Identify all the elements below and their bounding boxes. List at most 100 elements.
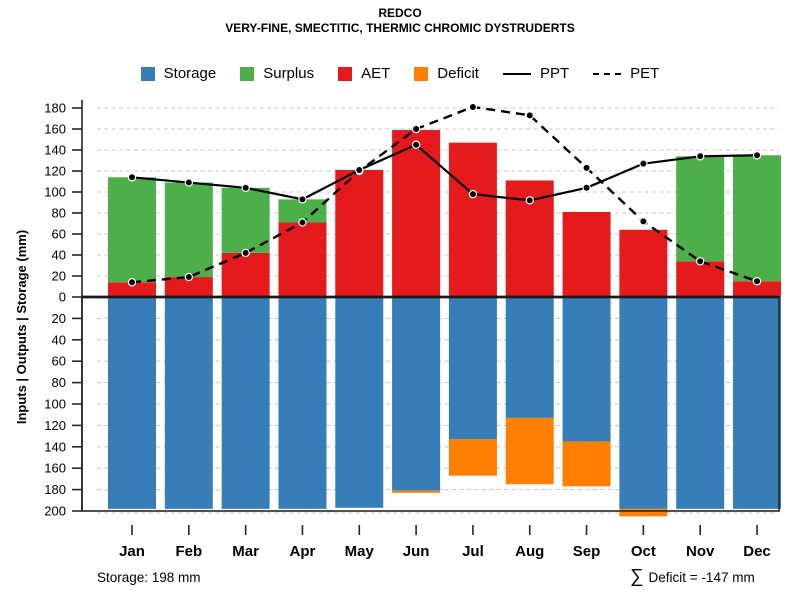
legend: Storage Surplus AET Deficit PPT PET (0, 65, 800, 82)
ppt-marker (468, 189, 478, 199)
pet-marker (525, 111, 534, 120)
page-title: REDCO (378, 6, 422, 20)
ppt-marker (241, 183, 250, 192)
legend-item-storage: Storage (140, 65, 217, 82)
pet-line (131, 105, 758, 284)
legend-item-pet: PET (593, 65, 659, 82)
pet-marker (184, 272, 194, 282)
x-month-label: May (345, 543, 375, 560)
x-month-label: Dec (743, 543, 771, 560)
ppt-marker (127, 173, 137, 182)
x-month-label: Aug (515, 543, 544, 560)
surplus-swatch-icon (240, 66, 255, 81)
ppt-marker (752, 151, 762, 160)
ppt-marker (639, 159, 648, 168)
deficit-bar-sep (562, 441, 611, 487)
ppt-marker (525, 196, 534, 205)
storage-bar-mar (221, 297, 270, 509)
aet-bar-feb (164, 277, 213, 297)
x-month-label: Apr (290, 543, 316, 560)
y-tick-label: 60 (52, 354, 66, 369)
surplus-bar-jan (108, 177, 156, 283)
aet-bar-mar (221, 252, 270, 297)
storage-bar-feb (164, 297, 213, 509)
y-axis-label: Inputs | Outputs | Storage (mm) (14, 229, 29, 425)
legend-label: Surplus (263, 65, 315, 82)
storage-swatch-icon (140, 66, 155, 81)
surplus-bar-apr (278, 199, 327, 223)
y-tick-label: 0 (59, 290, 66, 305)
surplus-bar-mar (221, 187, 270, 253)
aet-swatch-icon (338, 66, 353, 81)
y-tick-label: 20 (52, 311, 66, 326)
y-tick-label: 20 (52, 269, 66, 284)
ppt-marker (298, 195, 307, 204)
legend-label: PET (630, 65, 660, 82)
y-tick-label: 80 (52, 375, 66, 390)
page-subtitle: VERY-FINE, SMECTITIC, THERMIC CHROMIC DY… (225, 21, 575, 35)
legend-label: AET (361, 65, 391, 82)
footnote-storage: Storage: 198 mm (97, 570, 201, 585)
aet-bar-sep (562, 211, 611, 297)
aet-bar-apr (278, 222, 327, 297)
x-month-label: Mar (232, 543, 259, 560)
ppt-marker (582, 183, 591, 192)
pet-marker (639, 217, 648, 226)
y-tick-label: 160 (44, 461, 66, 476)
aet-bar-dec (733, 281, 782, 297)
x-month-label: Oct (631, 543, 656, 560)
deficit-swatch-icon (414, 66, 429, 81)
storage-bar-nov (676, 297, 725, 509)
pet-marker (752, 277, 762, 286)
y-tick-label: 160 (44, 122, 66, 137)
legend-item-ppt: PPT (502, 65, 569, 82)
footnote-deficit: ∑ Deficit = -147 mm (630, 566, 755, 588)
x-month-label: Jul (462, 543, 484, 560)
surplus-bar-feb (164, 182, 213, 278)
footnote-deficit-text: Deficit = -147 mm (648, 570, 755, 585)
legend-label: Storage (163, 65, 217, 82)
ppt-line (131, 143, 758, 202)
y-tick-label: 60 (52, 227, 66, 242)
y-tick-label: 140 (44, 439, 66, 454)
deficit-bar-oct (619, 508, 668, 517)
pet-marker (241, 248, 250, 258)
storage-bar-jun (392, 297, 441, 491)
pet-line-icon (593, 72, 622, 75)
x-month-label: Nov (686, 543, 715, 560)
x-month-label: Feb (175, 543, 202, 560)
pet-marker (582, 163, 591, 173)
pet-marker (468, 102, 478, 112)
aet-bar-oct (619, 229, 668, 297)
storage-bar-apr (278, 297, 327, 509)
storage-bar-jan (108, 297, 156, 509)
aet-bar-may (335, 169, 384, 297)
pet-marker (298, 218, 307, 227)
deficit-bar-aug (505, 417, 554, 485)
ppt-line-icon (502, 72, 531, 75)
y-tick-label: 40 (52, 332, 66, 347)
y-tick-label: 40 (52, 248, 66, 263)
y-tick-label: 200 (44, 504, 66, 519)
y-tick-label: 120 (44, 418, 66, 433)
deficit-bar-jul (448, 439, 497, 476)
aet-bar-jan (108, 282, 156, 297)
x-month-label: Sep (573, 543, 601, 560)
surplus-bar-nov (676, 156, 725, 262)
aet-bar-jul (448, 142, 497, 297)
ppt-marker (184, 178, 194, 187)
sigma-icon: ∑ (630, 566, 644, 587)
legend-item-surplus: Surplus (240, 65, 314, 82)
legend-label: Deficit (437, 65, 479, 82)
aet-bar-jun (392, 130, 441, 297)
y-tick-label: 120 (44, 164, 66, 179)
y-tick-label: 180 (44, 101, 66, 116)
ppt-marker (696, 152, 705, 161)
storage-bar-may (335, 297, 384, 508)
y-tick-label: 140 (44, 143, 66, 158)
y-tick-label: 100 (44, 185, 66, 200)
y-tick-label: 180 (44, 482, 66, 497)
legend-item-deficit: Deficit (414, 65, 479, 82)
pet-marker (696, 257, 705, 266)
